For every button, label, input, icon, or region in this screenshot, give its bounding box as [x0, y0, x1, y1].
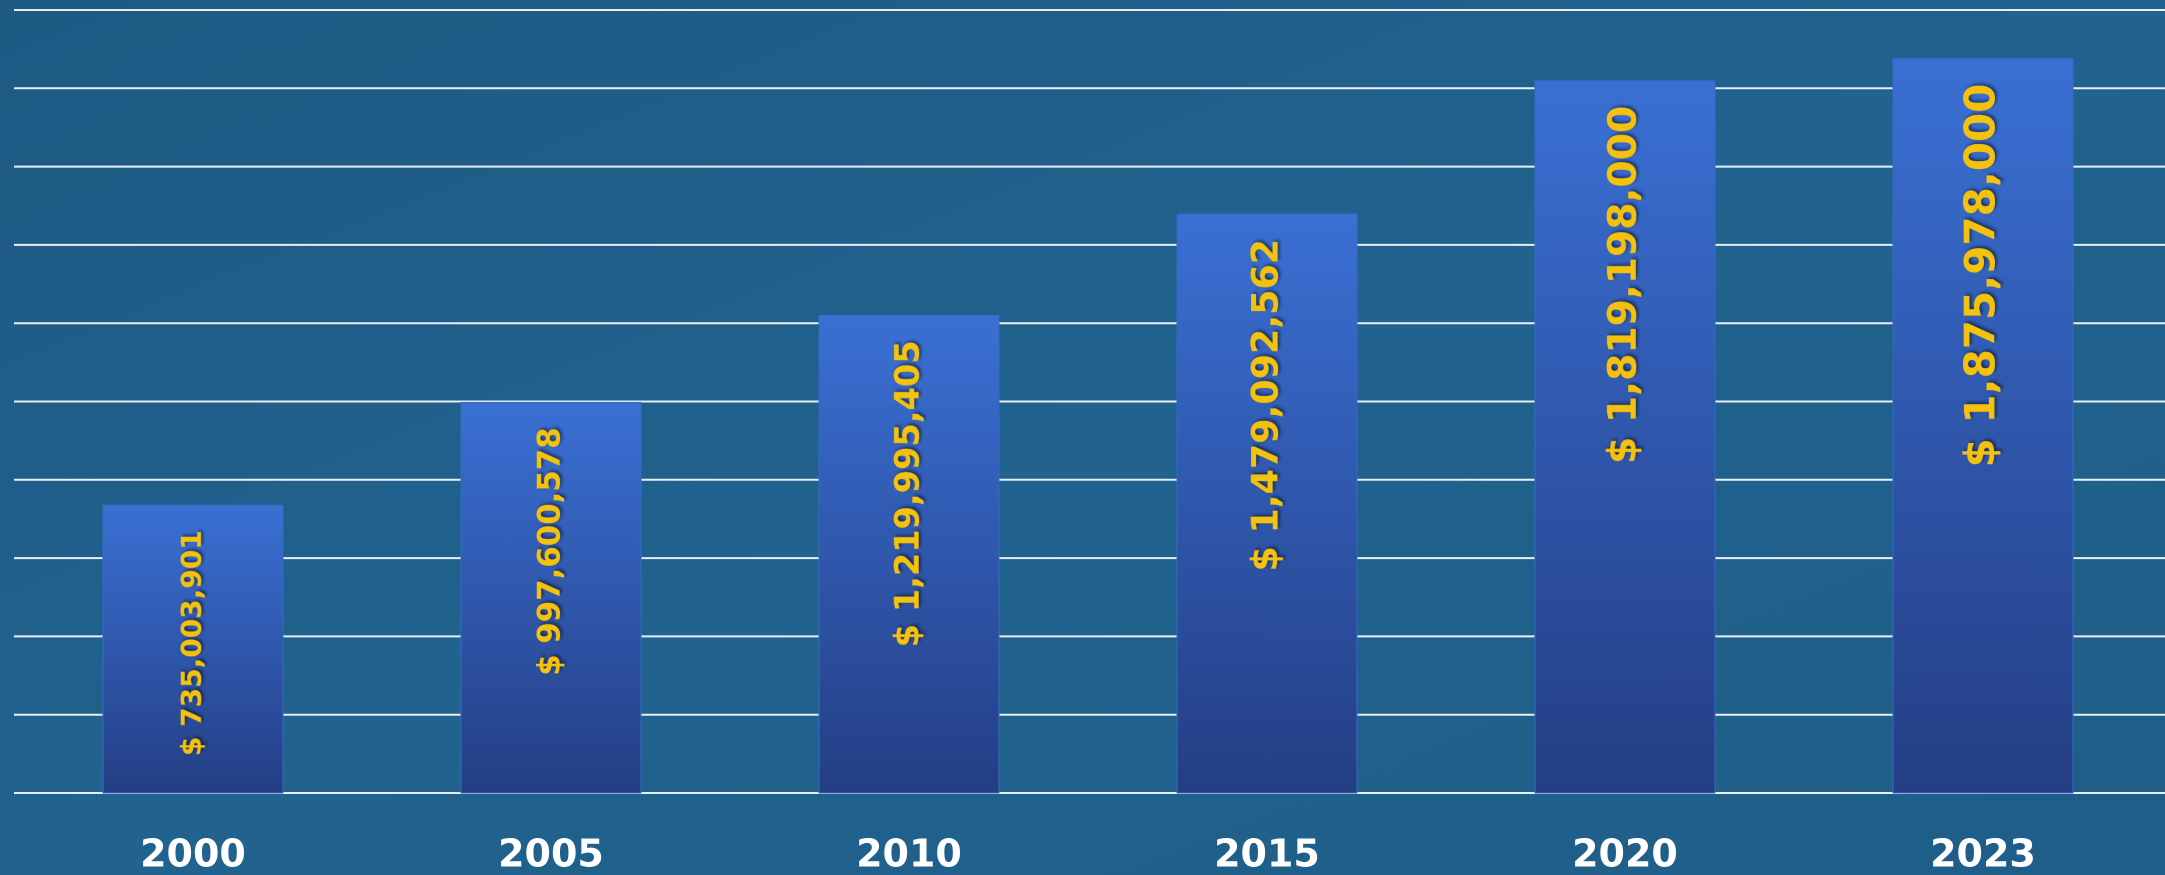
x-tick-label: 2010 [856, 832, 962, 875]
x-tick-label: 2015 [1214, 832, 1320, 875]
x-tick-label: 2023 [1930, 832, 2036, 875]
value-label: $ 1,875,978,000 [1956, 84, 2005, 468]
background [0, 0, 2165, 875]
value-label: $ 997,600,578 [532, 427, 568, 675]
page: 2000 $ 735,003,901 2005 $ 997,600,578 2010 $ … [0, 0, 2165, 875]
value-label: $ 735,003,901 [175, 530, 208, 756]
x-tick-label: 2000 [140, 832, 246, 875]
value-label: $ 1,819,198,000 [1601, 106, 1646, 464]
x-tick-label: 2005 [498, 832, 604, 875]
value-label: $ 1,219,995,405 [888, 340, 927, 647]
chart: 2000 $ 735,003,901 2005 $ 997,600,578 2010 $ … [0, 0, 2165, 875]
value-label: $ 1,479,092,562 [1244, 239, 1287, 572]
x-tick-label: 2020 [1572, 832, 1678, 875]
